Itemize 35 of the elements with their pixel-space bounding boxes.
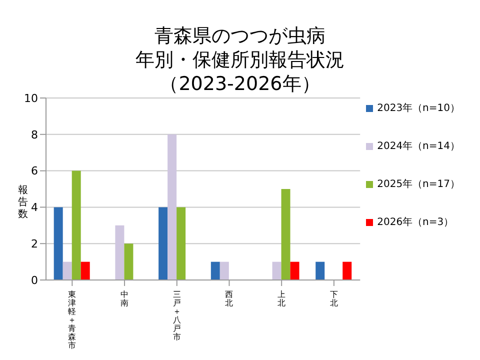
legend-label: 2023年（n=10）: [377, 103, 460, 114]
legend-label: 2025年（n=17）: [377, 179, 460, 190]
bar: [342, 262, 352, 280]
chart-title: 青森県のつつが虫病: [154, 24, 326, 48]
bar: [72, 170, 81, 280]
bar: [281, 189, 290, 280]
bar: [115, 225, 124, 280]
x-tick-label: 上北: [278, 290, 286, 308]
x-tick-label: 東津軽＋青森市: [68, 290, 76, 350]
y-tick-label: 6: [31, 164, 38, 178]
x-tick-label: 三戸＋八戸市: [172, 290, 181, 342]
legend-label: 2026年（n=3）: [377, 217, 454, 228]
bar: [80, 262, 90, 280]
y-tick-label: 8: [31, 128, 38, 142]
y-tick-label: 0: [31, 274, 38, 287]
bar: [168, 134, 177, 280]
y-tick-label: 4: [31, 201, 38, 214]
bar: [62, 262, 72, 280]
bar: [210, 262, 220, 280]
bar: [316, 262, 325, 280]
bar: [220, 262, 229, 280]
chart-subtitle: 年別・保健所別報告状況（2023-2026年）: [134, 48, 346, 96]
bar: [176, 207, 186, 280]
y-tick-label: 2: [31, 238, 38, 251]
bar: [158, 207, 168, 280]
bar: [290, 262, 300, 280]
y-axis-title: 報告数: [18, 185, 28, 221]
bar: [54, 207, 63, 280]
y-tick-label: 10: [24, 92, 38, 105]
x-tick-label: 西北: [225, 290, 234, 308]
bar: [272, 262, 282, 280]
x-tick-label: 下北: [330, 290, 338, 308]
legend-label: 2024年（n=14）: [377, 141, 460, 152]
bar: [124, 244, 134, 280]
x-tick-label: 中南: [120, 290, 129, 308]
